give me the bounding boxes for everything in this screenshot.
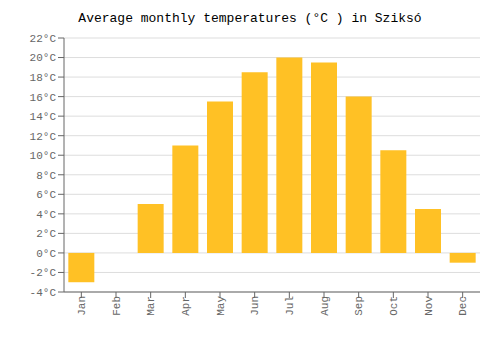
svg-text:20°C: 20°C [30,52,57,64]
svg-text:12°C: 12°C [30,131,57,143]
svg-text:8°C: 8°C [36,170,56,182]
svg-text:22°C: 22°C [30,33,57,45]
svg-text:6°C: 6°C [36,189,56,201]
svg-text:Nov: Nov [423,296,435,316]
svg-text:0°C: 0°C [36,248,56,260]
svg-text:Jul: Jul [284,296,296,316]
svg-text:14°C: 14°C [30,111,57,123]
svg-text:Apr: Apr [180,296,192,316]
svg-text:Aug: Aug [319,296,331,316]
svg-text:Feb: Feb [111,296,123,316]
svg-text:Dec: Dec [457,296,469,316]
svg-text:4°C: 4°C [36,209,56,221]
svg-text:Jun: Jun [249,296,261,316]
svg-text:May: May [215,296,227,316]
svg-text:10°C: 10°C [30,150,57,162]
svg-text:Mar: Mar [145,296,157,316]
svg-text:-4°C: -4°C [30,287,57,299]
html-text:Average monthly temperatures (: Average monthly temperatures (°C ) in Sz… [78,11,422,26]
svg-text:Sep: Sep [353,296,365,316]
svg-text:18°C: 18°C [30,72,57,84]
svg-text:2°C: 2°C [36,228,56,240]
svg-text:Jan: Jan [76,296,88,316]
svg-text:16°C: 16°C [30,92,57,104]
svg-text:-2°C: -2°C [30,267,57,279]
svg-text:Oct: Oct [388,296,400,316]
